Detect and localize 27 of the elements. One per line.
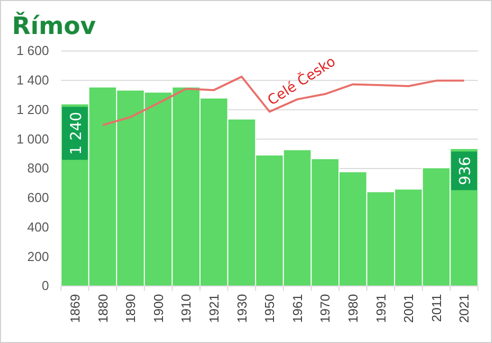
y-tick-label: 800 (27, 160, 49, 176)
x-tick-label: 1921 (206, 294, 222, 323)
x-tick-label: 2001 (401, 294, 416, 323)
x-tick-label: 1869 (67, 294, 82, 323)
x-tick-label: 1910 (178, 294, 194, 323)
x-tick-label: 1991 (373, 294, 388, 323)
y-tick-label: 1 200 (16, 102, 49, 117)
x-tick-label: 1980 (345, 294, 360, 323)
x-tick-label: 1950 (262, 294, 278, 323)
chart-title: Římov (12, 11, 96, 40)
y-tick-label: 1 600 (16, 43, 49, 58)
y-tick-label: 200 (27, 248, 49, 264)
y-tick-label: 400 (27, 219, 49, 234)
data-label: 1 240 (66, 112, 85, 155)
data-label: 936 (456, 156, 474, 186)
x-tick-label: 1890 (123, 294, 138, 323)
x-tick-label: 1961 (290, 294, 305, 323)
y-tick-label: 1 000 (16, 131, 49, 146)
y-tick-label: 600 (27, 190, 49, 206)
x-tick-label: 2011 (428, 294, 444, 322)
x-tick-label: 1930 (234, 294, 250, 323)
x-tick-label: 2021 (456, 294, 472, 323)
y-tick-label: 0 (42, 278, 49, 294)
x-tick-label: 1900 (150, 294, 166, 323)
x-tick-label: 1970 (318, 294, 333, 323)
y-tick-label: 1 400 (16, 72, 49, 88)
x-tick-label: 1880 (95, 294, 110, 323)
